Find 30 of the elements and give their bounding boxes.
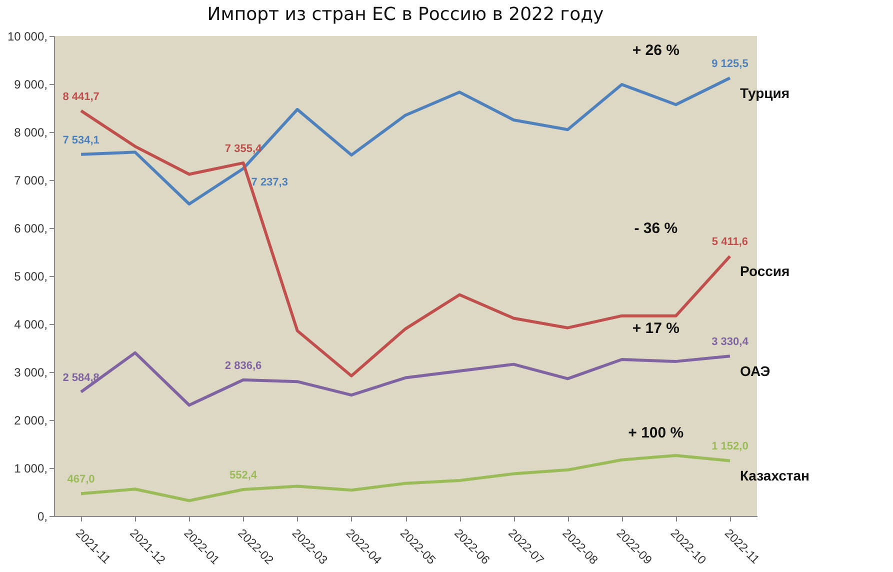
y-tick-label: 7 000, (14, 174, 48, 188)
y-tick-label: 8 000, (14, 126, 48, 140)
y-tick-label: 2 000, (14, 414, 48, 428)
data-label: 9 125,5 (712, 58, 748, 70)
annotation: + 26 % (632, 42, 680, 59)
series-label: Россия (740, 263, 790, 280)
y-tick-label: 1 000, (14, 462, 48, 476)
annotation: + 100 % (628, 424, 684, 442)
series-label: ОАЭ (740, 363, 770, 380)
y-tick-label: 5 000, (14, 270, 48, 284)
data-label: 467,0 (67, 474, 95, 486)
series-label: Казахстан (740, 468, 810, 484)
y-tick-label: 6 000, (14, 222, 48, 236)
annotation: - 36 % (634, 220, 678, 238)
annotation: + 17 % (632, 320, 680, 338)
y-tick-label: 9 000, (14, 78, 48, 92)
data-label: 2 836,6 (224, 360, 262, 372)
y-tick-label: 3 000, (14, 366, 48, 380)
y-tick-label: 4 000, (14, 318, 48, 332)
data-label: 3 330,4 (712, 336, 750, 348)
data-label: 5 411,6 (712, 236, 748, 248)
y-tick-label: 10 000, (7, 30, 48, 44)
series-label: Турция (740, 84, 790, 101)
chart-title: Импорт из стран ЕС в Россию в 2022 году (207, 4, 604, 25)
data-label: 1 152,0 (712, 440, 748, 453)
data-label: 7 237,3 (251, 176, 288, 189)
data-label: 7 534,1 (62, 134, 100, 146)
y-tick-label: 0, (37, 510, 48, 524)
data-label: 8 441,7 (62, 90, 100, 103)
data-label: 552,4 (230, 469, 258, 482)
